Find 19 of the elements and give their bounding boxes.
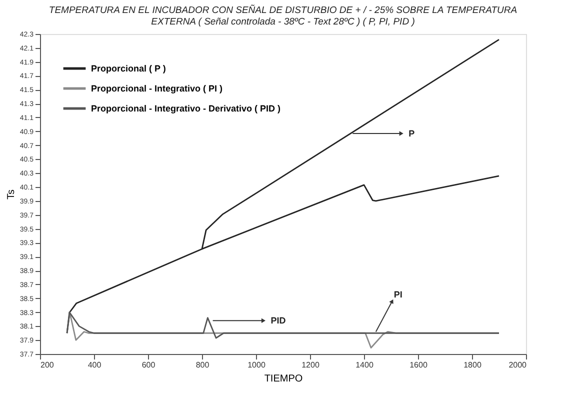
legend-label: Proporcional - Integrativo - Derivativo ( PID ) — [91, 104, 281, 114]
x-tick-label: 1200 — [302, 360, 320, 370]
annotation: PI — [394, 290, 402, 300]
x-tick-label: 200 — [40, 360, 54, 370]
x-tick-label: 1400 — [356, 360, 374, 370]
x-tick-label: 600 — [142, 360, 156, 370]
legend-label: Proporcional ( P ) — [91, 64, 166, 74]
x-tick-label: 1000 — [248, 360, 266, 370]
x-axis-title: TIEMPO — [264, 374, 303, 384]
x-tick-label: 1800 — [464, 360, 482, 370]
chart-title: TEMPERATURA EN EL INCUBADOR CON SEÑAL DE DISTURBIO DE + / - 25% SOBRE LA TEMPERATURA EXTERNA ( Señal controlada - 38ºC - Text 28ºC ) ( P, PI, PID ) — [48, 4, 518, 28]
x-tick-label: 2000 — [508, 360, 528, 370]
x-tick-label: 1600 — [410, 360, 428, 370]
annotation: P — [408, 128, 415, 138]
x-tick-label: 400 — [88, 360, 102, 370]
legend-label: Proporcional - Integrativo ( PI ) — [91, 84, 223, 94]
x-tick-label: 800 — [196, 360, 210, 370]
y-axis-title: Ts — [6, 190, 17, 200]
annotation: PID — [270, 316, 286, 326]
